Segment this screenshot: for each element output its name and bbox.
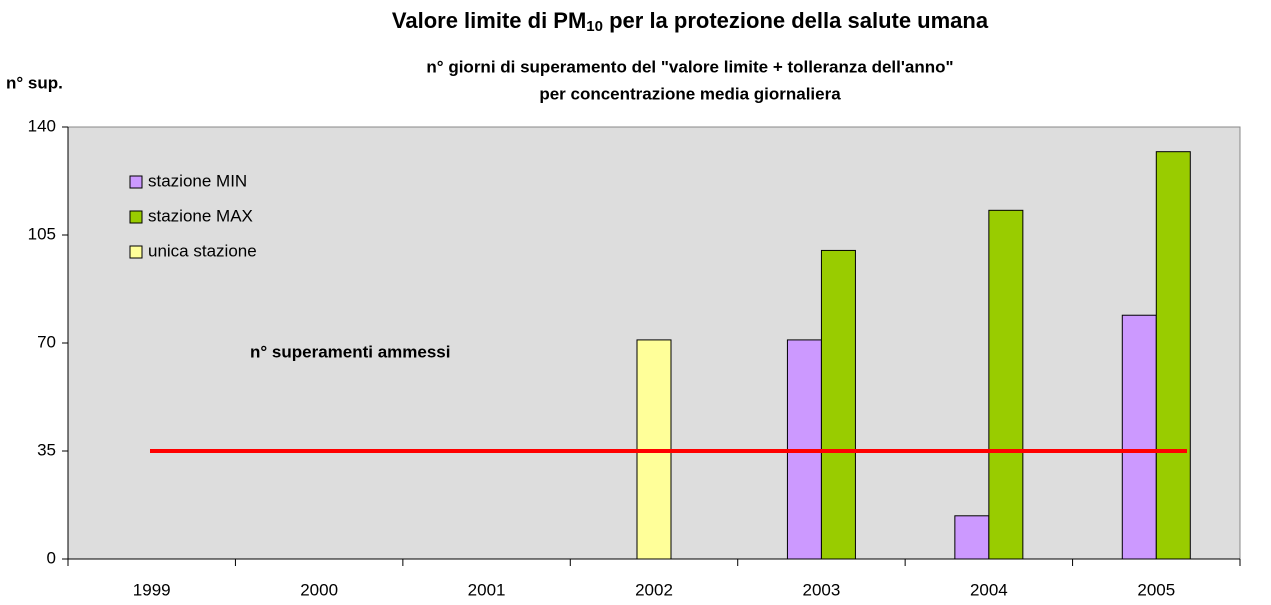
title-part: per la protezione della salute umana [603, 8, 989, 33]
legend-label: stazione MIN [148, 171, 247, 190]
y-tick-label: 105 [28, 224, 56, 243]
legend-swatch [129, 175, 143, 189]
chart-title: Valore limite di PM10 per la protezione … [392, 8, 989, 35]
bar [1155, 151, 1191, 560]
y-tick-label: 140 [28, 116, 56, 135]
legend-swatch [129, 245, 143, 259]
bar [820, 249, 856, 560]
annotation: n° superamenti ammessi [250, 342, 451, 361]
y-tick-label: 35 [37, 440, 56, 459]
bar [954, 515, 990, 560]
x-tick-label: 1999 [133, 580, 171, 599]
x-tick-label: 2002 [635, 580, 673, 599]
title-part: Valore limite di PM [392, 8, 586, 33]
x-tick-label: 2001 [468, 580, 506, 599]
legend-label: stazione MAX [148, 206, 253, 225]
x-tick-label: 2005 [1137, 580, 1175, 599]
legend-swatch [129, 210, 143, 224]
subtitle: per concentrazione media giornaliera [539, 84, 841, 103]
x-tick-label: 2004 [970, 580, 1008, 599]
y-tick-label: 70 [37, 332, 56, 351]
legend-label: unica stazione [148, 241, 257, 260]
bar [988, 209, 1024, 560]
x-tick-label: 2000 [300, 580, 338, 599]
y-tick-label: 0 [47, 548, 56, 567]
y-axis-label: n° sup. [6, 73, 63, 92]
subtitle: n° giorni di superamento del "valore lim… [426, 57, 953, 76]
bar [1121, 314, 1157, 560]
x-tick-label: 2003 [803, 580, 841, 599]
title-sub: 10 [586, 18, 603, 35]
